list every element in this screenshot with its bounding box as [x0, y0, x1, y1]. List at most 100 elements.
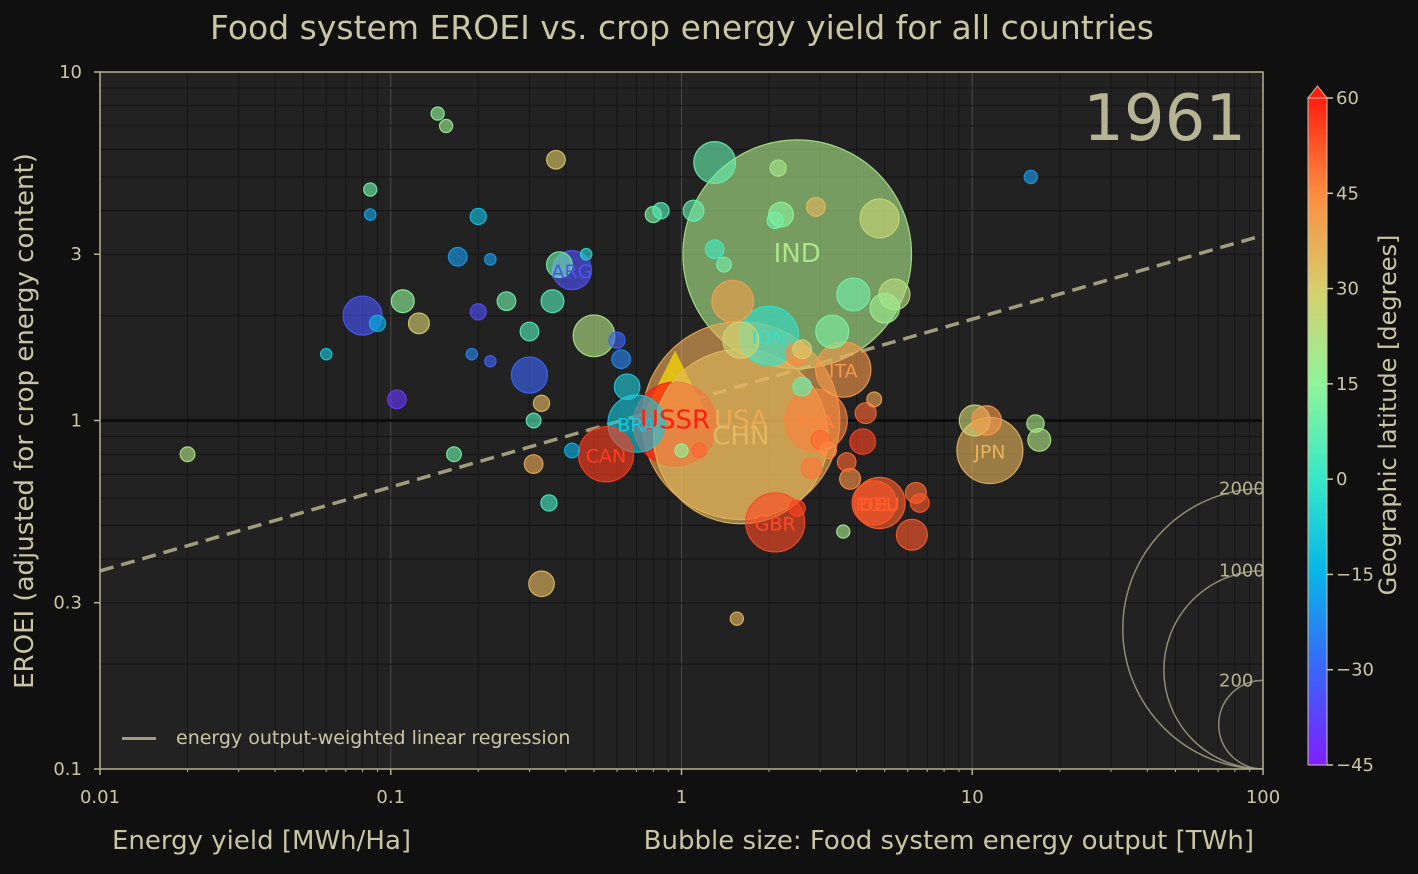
bubble — [652, 201, 670, 220]
x-tick-label: 0.01 — [80, 787, 120, 808]
size-legend-value: 200 — [1219, 670, 1253, 691]
size-legend-value: 1000 — [1219, 561, 1265, 582]
colorbar-tick-label: 30 — [1336, 279, 1359, 300]
bubbles — [179, 106, 1052, 626]
country-label: CAN — [586, 445, 626, 467]
bubble — [525, 412, 542, 429]
bubble — [447, 246, 468, 267]
colorbar-tick-label: −30 — [1336, 660, 1374, 681]
bubble — [729, 611, 745, 626]
colorbar-gradient — [1307, 97, 1328, 766]
bubble — [572, 314, 616, 358]
x-tick-label: 100 — [1246, 787, 1280, 808]
bubble — [579, 247, 593, 261]
y-tick-label: 1 — [71, 411, 82, 432]
bubble — [386, 389, 407, 410]
bubble — [682, 199, 705, 222]
country-label: POL — [856, 494, 893, 516]
size-legend-circle — [1122, 487, 1263, 769]
y-axis-label: EROEI (adjusted for crop energy content) — [10, 153, 40, 689]
colorbar-tick-label: −15 — [1336, 564, 1374, 585]
bubble — [806, 197, 826, 217]
y-tick-label: 10 — [59, 62, 82, 83]
bubble — [1026, 414, 1045, 433]
bubble — [854, 402, 877, 425]
bubble — [528, 570, 555, 598]
colorbar-tick-label: 0 — [1336, 469, 1347, 490]
colorbar-tick-label: 60 — [1336, 88, 1359, 109]
bubble — [430, 106, 445, 121]
country-label: CHN — [712, 421, 769, 451]
colorbar-tick-label: 45 — [1336, 183, 1359, 204]
y-tick-label: 0.3 — [53, 593, 82, 614]
x-tick-label: 0.1 — [376, 787, 405, 808]
country-label: ARG — [551, 261, 592, 283]
bubble — [483, 354, 497, 368]
bubble — [800, 457, 823, 480]
bubble — [469, 303, 487, 321]
bubble — [608, 331, 626, 349]
colorbar: −45 −30 −15 0 15 30 45 60 — [1306, 85, 1374, 776]
y-tick-label: 3 — [71, 244, 82, 265]
bubble — [390, 289, 415, 314]
legend: energy output-weighted linear regression — [122, 727, 570, 749]
bubble — [851, 480, 897, 526]
country-label: IND — [774, 239, 821, 269]
bubble — [465, 347, 479, 361]
bubble — [788, 499, 806, 517]
legend-swatch — [122, 736, 156, 740]
bubble — [716, 256, 732, 273]
bubble — [363, 208, 377, 221]
bubble — [792, 339, 813, 360]
bubble — [519, 321, 540, 342]
bubble — [769, 159, 787, 177]
bubble — [691, 442, 708, 459]
bubble-size-label: Bubble size: Food system energy output [… — [643, 826, 1254, 856]
bubble — [483, 253, 497, 266]
x-axis-label: Energy yield [MWh/Ha] — [112, 826, 412, 856]
bubble — [895, 518, 928, 551]
bubble — [523, 454, 544, 474]
bubble — [909, 493, 930, 513]
colorbar-extend-arrow — [1306, 85, 1329, 99]
bubble — [792, 376, 813, 397]
bubble — [446, 446, 462, 463]
x-tick-label: 1 — [676, 787, 687, 808]
country-label: USSR — [640, 406, 710, 436]
bubble — [839, 467, 862, 490]
colorbar-tick-label: 15 — [1336, 374, 1359, 395]
bubble — [836, 277, 871, 312]
country-label: USA — [714, 406, 768, 436]
legend-label: energy output-weighted linear regression — [176, 727, 571, 749]
bubble — [546, 149, 566, 170]
country-label: DEU — [859, 494, 900, 516]
bubble — [510, 356, 549, 394]
bubble — [407, 312, 430, 335]
bubble — [819, 441, 838, 460]
bubble — [971, 405, 1002, 436]
chart-title: Food system EROEI vs. crop energy yield … — [210, 8, 1154, 47]
y-tick-label: 0.1 — [53, 759, 82, 780]
bubble — [711, 279, 755, 323]
bubble — [319, 347, 333, 361]
bubble — [179, 446, 196, 463]
bubble — [438, 118, 454, 134]
year-label: 1961 — [1083, 82, 1246, 156]
size-legend-circle — [1217, 679, 1263, 769]
bubble — [674, 443, 689, 458]
bubble — [368, 314, 387, 333]
country-label: BRA — [617, 415, 655, 437]
bubble — [540, 494, 558, 512]
x-tick-label: 10 — [961, 787, 984, 808]
bubble — [363, 182, 378, 197]
size-legend-value: 2000 — [1219, 479, 1265, 500]
bubble — [1023, 169, 1039, 185]
colorbar-tick-label: −45 — [1336, 755, 1374, 776]
bubble — [866, 391, 883, 408]
country-label: IDN — [752, 327, 786, 349]
bubble — [611, 349, 632, 370]
bubble — [532, 394, 551, 413]
bubble — [815, 314, 850, 349]
bubble — [849, 428, 877, 455]
